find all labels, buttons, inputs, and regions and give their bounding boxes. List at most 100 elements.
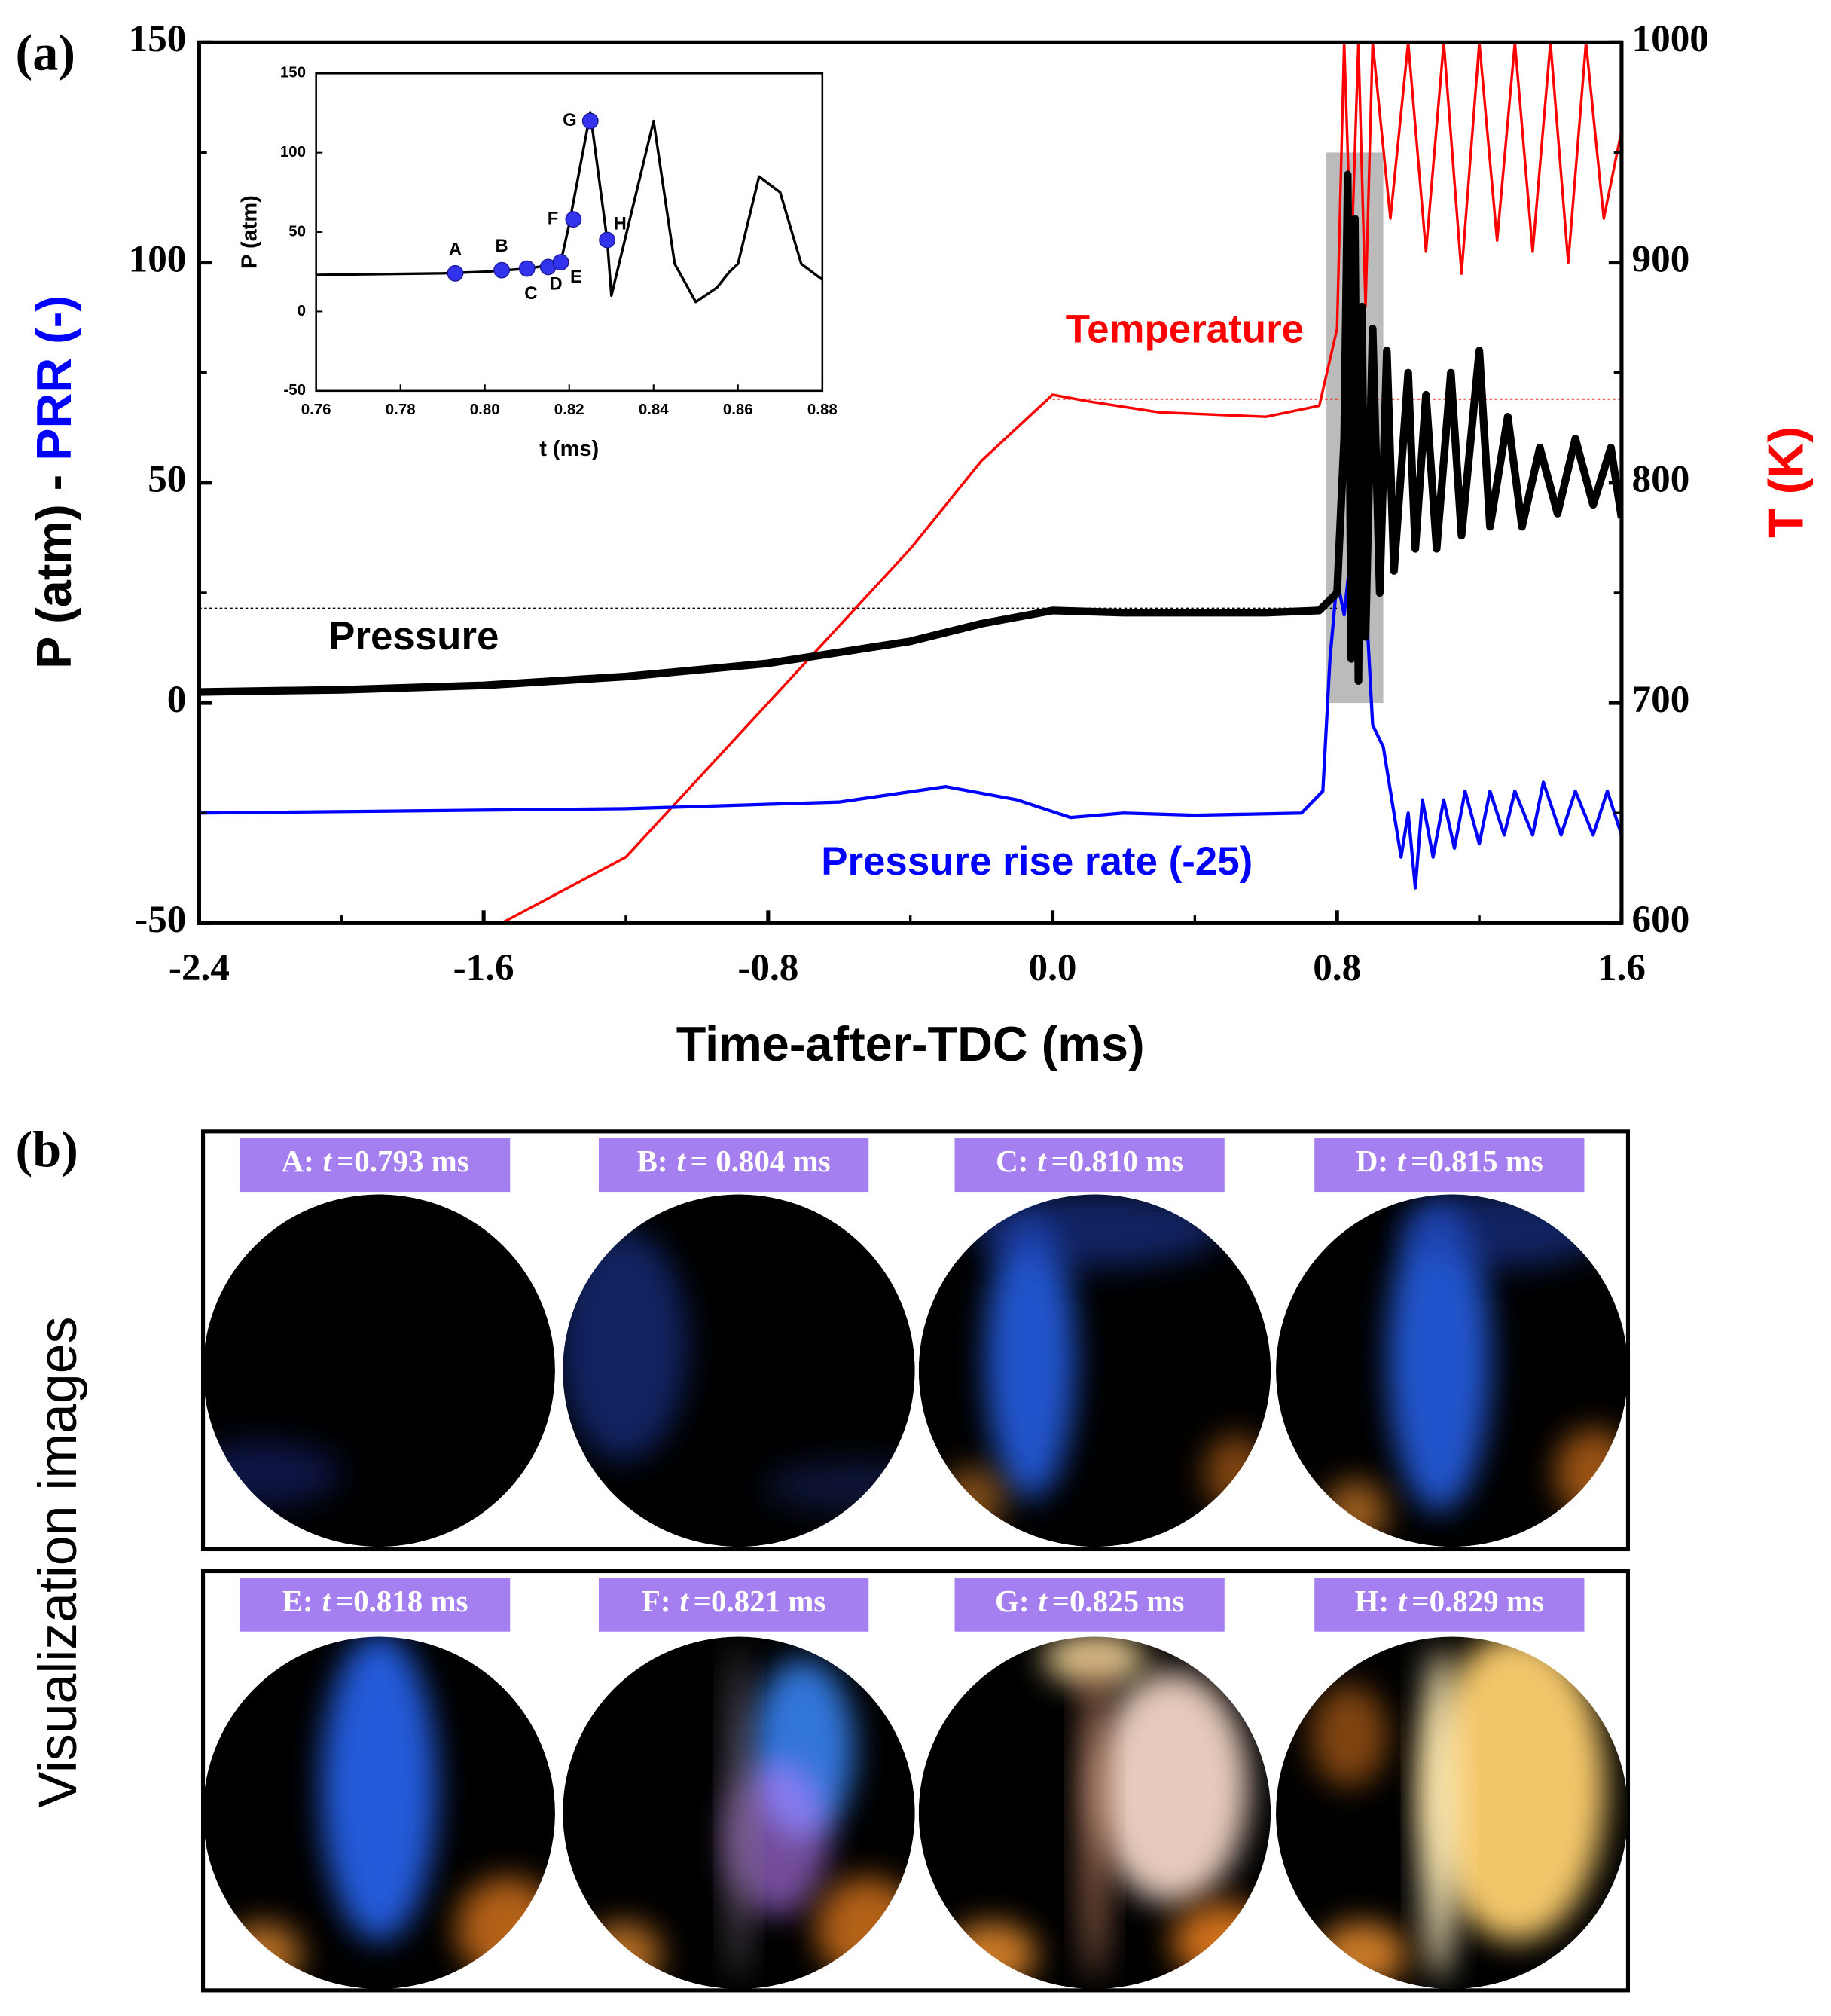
frame-letter: D:	[1356, 1145, 1388, 1179]
frame-label-box	[240, 1578, 511, 1632]
frame-label-box	[598, 1138, 869, 1193]
point-label: E	[570, 267, 582, 287]
x-tick-label: 0.86	[723, 401, 753, 418]
data-point	[599, 231, 616, 249]
series-line	[500, 42, 1622, 924]
point-label: B	[495, 236, 508, 256]
visualization-image	[1276, 1194, 1628, 1547]
y2-tick-label: 900	[1632, 237, 1690, 280]
data-point	[565, 211, 582, 228]
y2-tick-label: 800	[1632, 458, 1690, 501]
y-tick-label: 150	[129, 17, 187, 60]
data-point	[518, 260, 536, 277]
series-label: Pressure	[328, 614, 499, 658]
frame-time: =0.825 ms	[1052, 1584, 1185, 1618]
y2-tick-label: 600	[1632, 898, 1690, 941]
frame-label: G: t =0.825 ms	[995, 1584, 1184, 1618]
y-axis-label-part: PRR (-)	[26, 295, 81, 461]
frame-time: =0.829 ms	[1411, 1584, 1544, 1618]
frame-label-box	[240, 1138, 511, 1193]
x-tick-label: 0.82	[554, 401, 584, 418]
x-tick-label: 1.6	[1598, 946, 1646, 989]
x-tick-label: -2.4	[169, 946, 230, 989]
y-tick-label: 50	[288, 222, 306, 240]
x-tick-label: 0.76	[301, 401, 331, 418]
image-glow	[1426, 1636, 1607, 1942]
frame-time: =0.810 ms	[1051, 1145, 1183, 1179]
frame-label: A: t =0.793 ms	[282, 1145, 469, 1179]
frame-label-box	[954, 1138, 1225, 1193]
series-label: Pressure rise rate (-25)	[821, 839, 1253, 884]
series-line	[199, 170, 1622, 696]
x-tick-label: 0.88	[807, 401, 838, 418]
data-point	[493, 261, 511, 279]
y-tick-label: 50	[148, 458, 186, 501]
frame-time: = 0.804 ms	[691, 1145, 831, 1179]
image-glow	[1387, 1203, 1491, 1512]
y-tick-label: 100	[129, 237, 187, 280]
image-glow	[1094, 1671, 1250, 1903]
image-glow	[1420, 1645, 1459, 1981]
point-label: C	[524, 283, 537, 304]
frame-variable: t	[1037, 1145, 1047, 1179]
x-tick-label: 0.80	[470, 401, 500, 418]
point-label: G	[563, 110, 577, 130]
point-label: F	[548, 208, 559, 228]
frame-label-box	[1314, 1578, 1585, 1632]
image-glow	[985, 1216, 1076, 1499]
inset-background	[316, 73, 822, 391]
x-axis-label: Time-after-TDC (ms)	[676, 1016, 1145, 1071]
y-axis-label: P (atm)	[237, 195, 261, 269]
series-label: Temperature	[1066, 307, 1304, 351]
frame-variable: t	[1398, 1584, 1408, 1618]
frame-time: =0.815 ms	[1411, 1145, 1543, 1179]
frame-label-box	[1314, 1138, 1585, 1193]
point-label: A	[449, 239, 462, 259]
frame-variable: t	[676, 1145, 686, 1179]
frame-label: E: t =0.818 ms	[282, 1584, 468, 1618]
chart: A B C D E F G H 0.76 0.78 0.80 0.82 0.84 0.86 0.88 -50 0…	[237, 64, 837, 461]
y2-tick-label: 700	[1632, 678, 1690, 721]
data-point	[552, 254, 569, 271]
frame-variable: t	[679, 1584, 689, 1618]
x-tick-label: -1.6	[453, 946, 514, 989]
frame-label: C: t =0.810 ms	[996, 1145, 1183, 1179]
x-tick-label: -0.8	[737, 946, 798, 989]
y-tick-label: 100	[280, 143, 306, 160]
image-glow	[725, 1645, 752, 1981]
x-tick-label: 0.84	[639, 401, 669, 418]
y-tick-label: 0	[298, 302, 306, 319]
image-glow	[563, 1229, 688, 1461]
frame-variable: t	[1038, 1584, 1048, 1618]
image-glow	[1079, 1645, 1110, 1981]
frame-label: F: t =0.821 ms	[642, 1584, 825, 1618]
image-glow	[321, 1636, 438, 1942]
image-glow	[725, 1761, 829, 1916]
frame-label-box	[598, 1578, 869, 1632]
y-axis-label-part: P (atm) -	[26, 461, 81, 669]
y-tick-label: 150	[280, 64, 306, 81]
point-label: D	[549, 274, 562, 295]
visualization-image	[1276, 1636, 1628, 1990]
panel-label: (b)	[15, 1120, 78, 1178]
frame-letter: H:	[1355, 1584, 1389, 1618]
frame-variable: t	[322, 1584, 332, 1618]
frame-time: =0.821 ms	[694, 1584, 826, 1618]
frame-time: =0.793 ms	[337, 1145, 469, 1179]
x-tick-label: 0.78	[386, 401, 416, 418]
point-label: H	[614, 213, 627, 234]
data-point	[447, 264, 464, 282]
y-tick-label: -50	[283, 381, 306, 399]
frame-time: =0.818 ms	[336, 1584, 468, 1618]
series-line	[199, 547, 1622, 890]
panel-label: (a)	[15, 23, 75, 81]
frame-letter: A:	[282, 1145, 314, 1179]
frame-letter: F:	[642, 1584, 671, 1618]
plot-area	[199, 42, 1622, 924]
frame-label-box	[954, 1578, 1225, 1632]
image-glow	[1311, 1684, 1388, 1788]
frame-label: H: t =0.829 ms	[1355, 1584, 1544, 1618]
visualization-image	[918, 1194, 1271, 1547]
frame-letter: C:	[996, 1145, 1028, 1179]
